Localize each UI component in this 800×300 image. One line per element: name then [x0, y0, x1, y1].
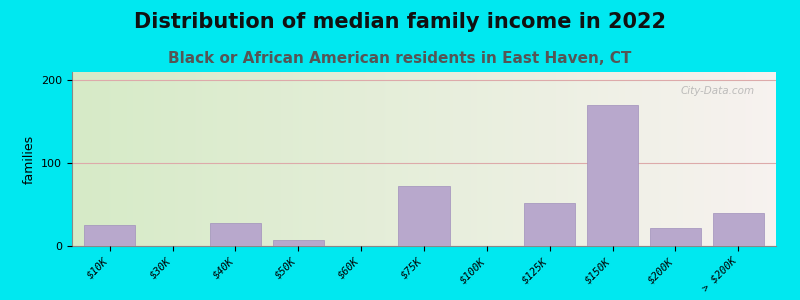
Text: Black or African American residents in East Haven, CT: Black or African American residents in E… [168, 51, 632, 66]
Bar [210, 223, 262, 246]
Bar [398, 185, 450, 246]
Bar [713, 213, 764, 246]
Bar [524, 203, 575, 246]
Bar [650, 228, 701, 246]
Y-axis label: families: families [22, 134, 35, 184]
Text: City-Data.com: City-Data.com [681, 86, 755, 96]
Bar [84, 225, 135, 246]
Bar [586, 105, 638, 246]
Text: Distribution of median family income in 2022: Distribution of median family income in … [134, 12, 666, 32]
Bar [273, 240, 324, 246]
